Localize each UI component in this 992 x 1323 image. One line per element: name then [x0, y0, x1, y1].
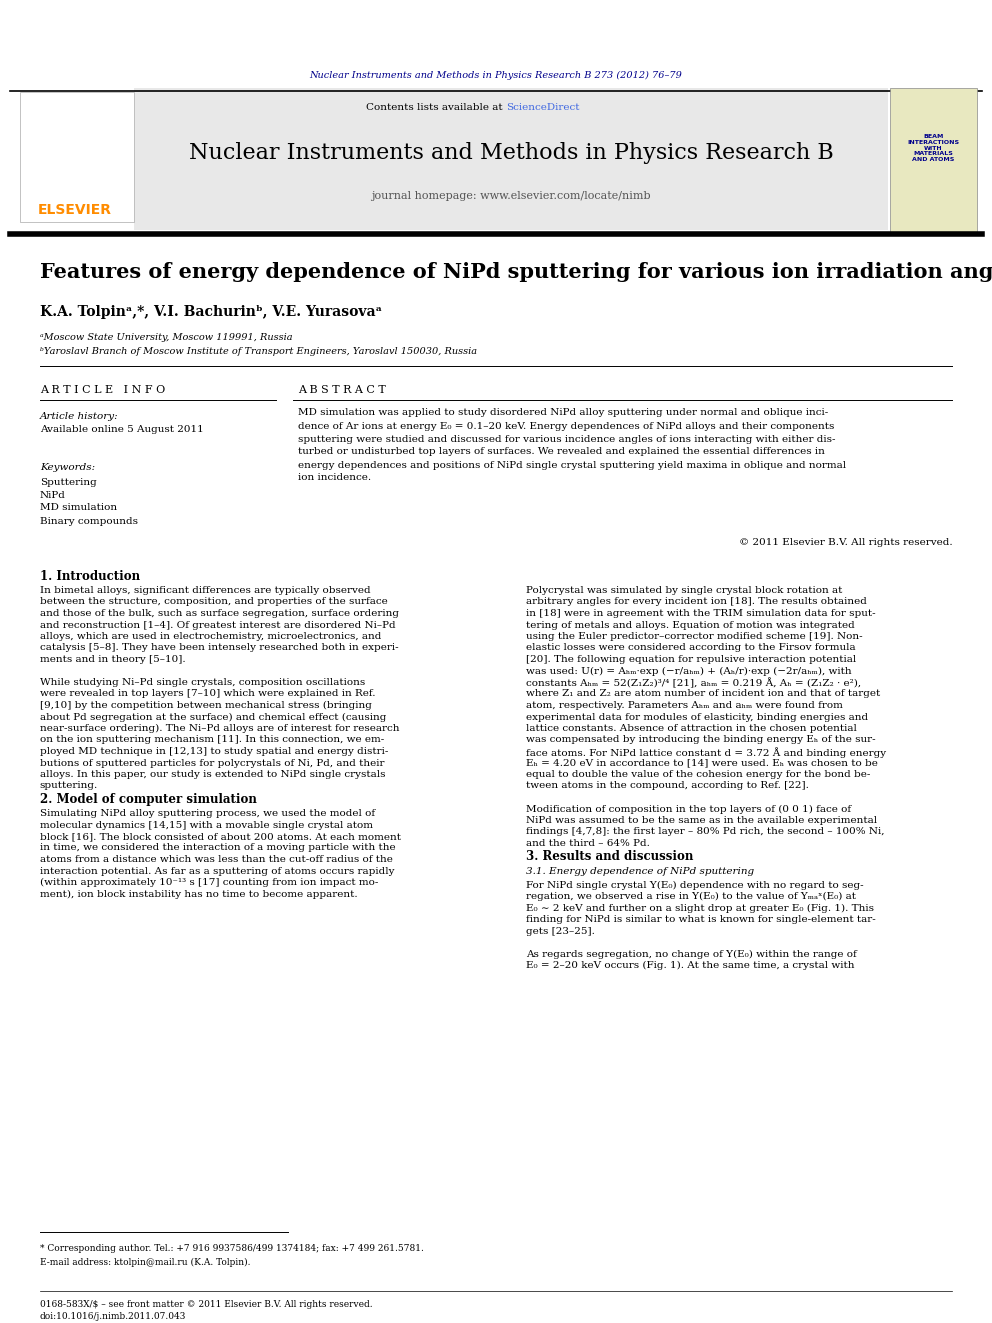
Text: atoms from a distance which was less than the cut-off radius of the: atoms from a distance which was less tha…	[40, 855, 393, 864]
Text: dence of Ar ions at energy E₀ = 0.1–20 keV. Energy dependences of NiPd alloys an: dence of Ar ions at energy E₀ = 0.1–20 k…	[298, 422, 834, 430]
Text: ion incidence.: ion incidence.	[298, 474, 371, 483]
Text: Polycrystal was simulated by single crystal block rotation at: Polycrystal was simulated by single crys…	[526, 586, 842, 595]
Text: ment), ion block instability has no time to become apparent.: ment), ion block instability has no time…	[40, 889, 357, 898]
Text: K.A. Tolpinᵃ,*, V.I. Bachurinᵇ, V.E. Yurasovaᵃ: K.A. Tolpinᵃ,*, V.I. Bachurinᵇ, V.E. Yur…	[40, 306, 382, 319]
Text: on the ion sputtering mechanism [11]. In this connection, we em-: on the ion sputtering mechanism [11]. In…	[40, 736, 384, 745]
Text: [20]. The following equation for repulsive interaction potential: [20]. The following equation for repulsi…	[526, 655, 856, 664]
Text: Keywords:: Keywords:	[40, 463, 95, 472]
Text: * Corresponding author. Tel.: +7 916 9937586/499 1374184; fax: +7 499 261.5781.: * Corresponding author. Tel.: +7 916 993…	[40, 1244, 424, 1253]
Bar	[890, 89, 977, 233]
Text: [9,10] by the competition between mechanical stress (bringing: [9,10] by the competition between mechan…	[40, 701, 372, 710]
Text: findings [4,7,8]: the first layer – 80% Pd rich, the second – 100% Ni,: findings [4,7,8]: the first layer – 80% …	[526, 827, 884, 836]
Text: alloys. In this paper, our study is extended to NiPd single crystals: alloys. In this paper, our study is exte…	[40, 770, 385, 779]
Text: doi:10.1016/j.nimb.2011.07.043: doi:10.1016/j.nimb.2011.07.043	[40, 1312, 186, 1320]
Text: Modification of composition in the top layers of (0 0 1) face of: Modification of composition in the top l…	[526, 804, 851, 814]
Text: molecular dynamics [14,15] with a movable single crystal atom: molecular dynamics [14,15] with a movabl…	[40, 820, 373, 830]
Text: journal homepage: www.elsevier.com/locate/nimb: journal homepage: www.elsevier.com/locat…	[371, 191, 651, 201]
Text: atom, respectively. Parameters Aₕₘ and aₕₘ were found from: atom, respectively. Parameters Aₕₘ and a…	[526, 701, 842, 710]
Bar	[134, 89, 888, 230]
Text: E-mail address: ktolpin@mail.ru (K.A. Tolpin).: E-mail address: ktolpin@mail.ru (K.A. To…	[40, 1258, 250, 1267]
Text: E₀ = 2–20 keV occurs (Fig. 1). At the same time, a crystal with: E₀ = 2–20 keV occurs (Fig. 1). At the sa…	[526, 960, 854, 970]
Text: gets [23–25].: gets [23–25].	[526, 926, 594, 935]
Text: tering of metals and alloys. Equation of motion was integrated: tering of metals and alloys. Equation of…	[526, 620, 854, 630]
Text: block [16]. The block consisted of about 200 atoms. At each moment: block [16]. The block consisted of about…	[40, 832, 401, 841]
Text: ScienceDirect: ScienceDirect	[506, 103, 579, 112]
Text: experimental data for modules of elasticity, binding energies and: experimental data for modules of elastic…	[526, 713, 868, 721]
Text: and reconstruction [1–4]. Of greatest interest are disordered Ni–Pd: and reconstruction [1–4]. Of greatest in…	[40, 620, 395, 630]
Text: A B S T R A C T: A B S T R A C T	[298, 385, 385, 396]
Text: near-surface ordering). The Ni–Pd alloys are of interest for research: near-surface ordering). The Ni–Pd alloys…	[40, 724, 399, 733]
Text: in time, we considered the interaction of a moving particle with the: in time, we considered the interaction o…	[40, 844, 395, 852]
Text: turbed or undisturbed top layers of surfaces. We revealed and explained the esse: turbed or undisturbed top layers of surf…	[298, 447, 824, 456]
Text: Binary compounds: Binary compounds	[40, 516, 138, 525]
Text: energy dependences and positions of NiPd single crystal sputtering yield maxima : energy dependences and positions of NiPd…	[298, 460, 846, 470]
Bar	[20, 93, 134, 222]
Text: alloys, which are used in electrochemistry, microelectronics, and: alloys, which are used in electrochemist…	[40, 632, 381, 642]
Text: was compensated by introducing the binding energy Eₕ of the sur-: was compensated by introducing the bindi…	[526, 736, 875, 745]
Text: ployed MD technique in [12,13] to study spatial and energy distri-: ployed MD technique in [12,13] to study …	[40, 747, 388, 755]
Text: While studying Ni–Pd single crystals, composition oscillations: While studying Ni–Pd single crystals, co…	[40, 677, 365, 687]
Text: arbitrary angles for every incident ion [18]. The results obtained: arbitrary angles for every incident ion …	[526, 598, 867, 606]
Text: Simulating NiPd alloy sputtering process, we used the model of: Simulating NiPd alloy sputtering process…	[40, 808, 375, 818]
Text: A R T I C L E   I N F O: A R T I C L E I N F O	[40, 385, 165, 396]
Text: 3. Results and discussion: 3. Results and discussion	[526, 851, 693, 864]
Text: For NiPd single crystal Y(E₀) dependence with no regard to seg-: For NiPd single crystal Y(E₀) dependence…	[526, 881, 863, 889]
Text: MD simulation: MD simulation	[40, 504, 117, 512]
Text: ELSEVIER: ELSEVIER	[38, 202, 111, 217]
Text: catalysis [5–8]. They have been intensely researched both in experi-: catalysis [5–8]. They have been intensel…	[40, 643, 399, 652]
Text: constants Aₕₘ = 52(Z₁Z₂)³/⁴ [21], aₕₘ = 0.219 Å, Aₕ = (Z₁Z₂ · e²),: constants Aₕₘ = 52(Z₁Z₂)³/⁴ [21], aₕₘ = …	[526, 677, 861, 688]
Text: 2. Model of computer simulation: 2. Model of computer simulation	[40, 792, 257, 806]
Text: sputtering.: sputtering.	[40, 782, 98, 791]
Text: equal to double the value of the cohesion energy for the bond be-: equal to double the value of the cohesio…	[526, 770, 870, 779]
Text: Contents lists available at: Contents lists available at	[366, 103, 506, 112]
Text: Eₕ = 4.20 eV in accordance to [14] were used. Eₕ was chosen to be: Eₕ = 4.20 eV in accordance to [14] were …	[526, 758, 878, 767]
Text: Nuclear Instruments and Methods in Physics Research B: Nuclear Instruments and Methods in Physi…	[188, 142, 833, 164]
Text: Available online 5 August 2011: Available online 5 August 2011	[40, 426, 203, 434]
Text: E₀ ∼ 2 keV and further on a slight drop at greater E₀ (Fig. 1). This: E₀ ∼ 2 keV and further on a slight drop …	[526, 904, 874, 913]
Text: tween atoms in the compound, according to Ref. [22].: tween atoms in the compound, according t…	[526, 782, 808, 791]
Text: As regards segregation, no change of Y(E₀) within the range of: As regards segregation, no change of Y(E…	[526, 950, 856, 959]
Text: finding for NiPd is similar to what is known for single-element tar-: finding for NiPd is similar to what is k…	[526, 916, 876, 923]
Text: elastic losses were considered according to the Firsov formula: elastic losses were considered according…	[526, 643, 855, 652]
Text: © 2011 Elsevier B.V. All rights reserved.: © 2011 Elsevier B.V. All rights reserved…	[739, 538, 952, 548]
Text: were revealed in top layers [7–10] which were explained in Ref.: were revealed in top layers [7–10] which…	[40, 689, 375, 699]
Text: in [18] were in agreement with the TRIM simulation data for sput-: in [18] were in agreement with the TRIM …	[526, 609, 875, 618]
Text: butions of sputtered particles for polycrystals of Ni, Pd, and their: butions of sputtered particles for polyc…	[40, 758, 384, 767]
Text: and those of the bulk, such as surface segregation, surface ordering: and those of the bulk, such as surface s…	[40, 609, 399, 618]
Text: was used: U(r) = Aₕₘ·exp (−r/aₕₘ) + (Aₕ/r)·exp (−2r/aₕₘ), with: was used: U(r) = Aₕₘ·exp (−r/aₕₘ) + (Aₕ/…	[526, 667, 851, 676]
Text: about Pd segregation at the surface) and chemical effect (causing: about Pd segregation at the surface) and…	[40, 713, 386, 721]
Text: ᵇYaroslavl Branch of Moscow Institute of Transport Engineers, Yaroslavl 150030, : ᵇYaroslavl Branch of Moscow Institute of…	[40, 347, 477, 356]
Text: sputtering were studied and discussed for various incidence angles of ions inter: sputtering were studied and discussed fo…	[298, 434, 835, 443]
Text: Features of energy dependence of NiPd sputtering for various ion irradiation ang: Features of energy dependence of NiPd sp…	[40, 262, 992, 282]
Text: Nuclear Instruments and Methods in Physics Research B 273 (2012) 76–79: Nuclear Instruments and Methods in Physi…	[310, 70, 682, 79]
Text: ments and in theory [5–10].: ments and in theory [5–10].	[40, 655, 186, 664]
Text: face atoms. For NiPd lattice constant d = 3.72 Å and binding energy: face atoms. For NiPd lattice constant d …	[526, 747, 886, 758]
Text: lattice constants. Absence of attraction in the chosen potential: lattice constants. Absence of attraction…	[526, 724, 857, 733]
Text: NiPd was assumed to be the same as in the available experimental: NiPd was assumed to be the same as in th…	[526, 816, 877, 826]
Text: (within approximately 10⁻¹³ s [17] counting from ion impact mo-: (within approximately 10⁻¹³ s [17] count…	[40, 878, 378, 888]
Text: regation, we observed a rise in Y(E₀) to the value of Yₘₐˣ(E₀) at: regation, we observed a rise in Y(E₀) to…	[526, 892, 856, 901]
Text: interaction potential. As far as a sputtering of atoms occurs rapidly: interaction potential. As far as a sputt…	[40, 867, 394, 876]
Text: MD simulation was applied to study disordered NiPd alloy sputtering under normal: MD simulation was applied to study disor…	[298, 409, 828, 418]
Text: In bimetal alloys, significant differences are typically observed: In bimetal alloys, significant differenc…	[40, 586, 370, 595]
Text: 0168-583X/$ – see front matter © 2011 Elsevier B.V. All rights reserved.: 0168-583X/$ – see front matter © 2011 El…	[40, 1301, 372, 1308]
Text: and the third – 64% Pd.: and the third – 64% Pd.	[526, 839, 650, 848]
Text: 3.1. Energy dependence of NiPd sputtering: 3.1. Energy dependence of NiPd sputterin…	[526, 867, 754, 876]
Text: where Z₁ and Z₂ are atom number of incident ion and that of target: where Z₁ and Z₂ are atom number of incid…	[526, 689, 880, 699]
Text: Sputtering: Sputtering	[40, 478, 96, 487]
Text: 1. Introduction: 1. Introduction	[40, 570, 140, 583]
Text: using the Euler predictor–corrector modified scheme [19]. Non-: using the Euler predictor–corrector modi…	[526, 632, 862, 642]
Text: Article history:: Article history:	[40, 411, 118, 421]
Text: NiPd: NiPd	[40, 491, 65, 500]
Text: BEAM
INTERACTIONS
WITH
MATERIALS
AND ATOMS: BEAM INTERACTIONS WITH MATERIALS AND ATO…	[908, 134, 959, 163]
Text: between the structure, composition, and properties of the surface: between the structure, composition, and …	[40, 598, 388, 606]
Text: ᵃMoscow State University, Moscow 119991, Russia: ᵃMoscow State University, Moscow 119991,…	[40, 332, 293, 341]
